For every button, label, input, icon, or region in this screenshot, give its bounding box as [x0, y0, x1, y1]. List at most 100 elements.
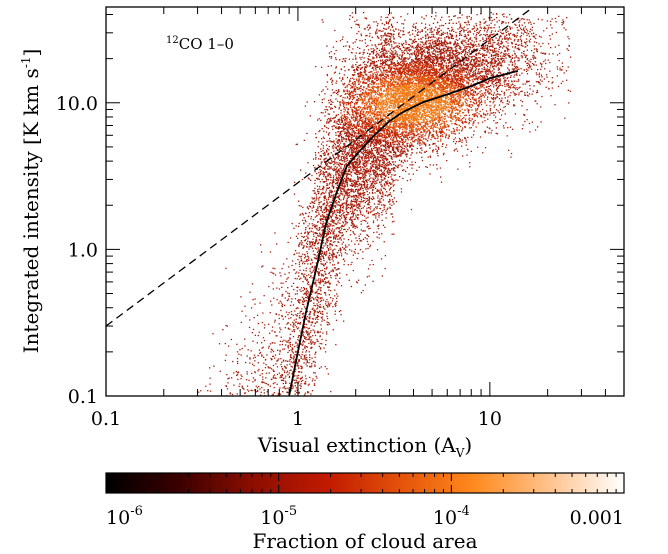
scatter-point	[339, 177, 341, 179]
scatter-point	[472, 124, 474, 126]
scatter-point	[519, 20, 521, 22]
scatter-point	[360, 186, 363, 188]
scatter-point	[389, 81, 391, 83]
scatter-point	[337, 227, 339, 229]
scatter-point	[384, 114, 386, 116]
scatter-point	[340, 119, 342, 121]
scatter-point	[411, 101, 414, 104]
scatter-point	[541, 63, 543, 65]
scatter-point	[311, 321, 314, 323]
scatter-point	[392, 103, 394, 105]
scatter-point	[375, 142, 377, 144]
scatter-point	[393, 154, 395, 156]
scatter-point	[396, 165, 398, 168]
scatter-point	[420, 46, 422, 48]
scatter-point	[483, 116, 485, 119]
scatter-point	[358, 182, 361, 185]
scatter-point	[325, 171, 327, 173]
scatter-point	[331, 146, 333, 148]
scatter-point	[392, 134, 394, 136]
scatter-point	[330, 176, 332, 178]
scatter-point	[395, 126, 397, 128]
scatter-point	[537, 18, 539, 20]
scatter-point	[358, 75, 360, 77]
scatter-point	[550, 20, 552, 23]
scatter-point	[380, 103, 382, 105]
scatter-point	[328, 166, 330, 168]
scatter-point	[495, 53, 497, 55]
scatter-point	[343, 156, 345, 158]
scatter-point	[241, 347, 243, 350]
scatter-point	[357, 46, 359, 49]
scatter-point	[384, 32, 386, 35]
scatter-point	[362, 139, 364, 141]
scatter-point	[400, 161, 402, 163]
scatter-point	[335, 244, 337, 247]
scatter-point	[351, 131, 353, 133]
scatter-point	[479, 21, 481, 23]
scatter-point	[457, 168, 459, 170]
scatter-point	[433, 125, 435, 128]
scatter-point	[339, 77, 341, 79]
scatter-point	[335, 171, 337, 173]
scatter-point	[503, 13, 505, 15]
scatter-point	[385, 21, 387, 23]
scatter-point	[386, 171, 388, 173]
scatter-point	[314, 179, 316, 182]
scatter-point	[462, 50, 464, 53]
scatter-point	[406, 77, 409, 79]
scatter-point	[323, 175, 325, 177]
scatter-point	[328, 272, 330, 275]
scatter-point	[351, 185, 353, 187]
scatter-point	[425, 104, 427, 106]
scatter-point	[460, 34, 463, 36]
scatter-point	[372, 280, 374, 282]
scatter-point	[387, 120, 390, 122]
scatter-point	[305, 267, 307, 269]
scatter-point	[380, 258, 383, 260]
scatter-point	[282, 360, 285, 362]
scatter-point	[280, 336, 282, 338]
scatter-point	[335, 89, 337, 92]
scatter-point	[437, 147, 440, 149]
scatter-point	[330, 160, 333, 162]
scatter-point	[528, 93, 531, 95]
scatter-point	[305, 291, 307, 293]
scatter-point	[378, 118, 380, 120]
scatter-point	[335, 179, 338, 182]
scatter-point	[372, 89, 374, 91]
scatter-point	[403, 64, 405, 66]
scatter-point	[453, 102, 455, 104]
scatter-point	[367, 183, 369, 186]
scatter-point	[415, 135, 417, 137]
scatter-point	[420, 49, 422, 51]
scatter-point	[346, 190, 348, 192]
scatter-point	[395, 51, 397, 53]
scatter-point	[493, 114, 495, 116]
scatter-point	[491, 49, 493, 51]
scatter-point	[438, 97, 440, 99]
scatter-point	[408, 72, 410, 74]
scatter-point	[342, 138, 345, 140]
scatter-point	[369, 130, 371, 132]
scatter-point	[402, 62, 404, 65]
scatter-point	[294, 250, 297, 252]
scatter-point	[544, 59, 546, 61]
scatter-point	[387, 176, 389, 178]
scatter-point	[331, 300, 334, 302]
scatter-point	[337, 139, 339, 141]
scatter-point	[417, 94, 420, 96]
scatter-point	[248, 326, 251, 328]
scatter-point	[300, 380, 303, 382]
scatter-point	[282, 369, 284, 371]
scatter-point	[392, 88, 395, 90]
scatter-point	[259, 244, 262, 246]
scatter-point	[266, 354, 268, 356]
scatter-point	[313, 192, 315, 194]
scatter-point	[322, 21, 324, 23]
scatter-point	[373, 121, 375, 123]
scatter-point	[389, 48, 392, 50]
scatter-point	[384, 28, 386, 30]
scatter-point	[377, 66, 380, 68]
scatter-point	[379, 65, 381, 68]
